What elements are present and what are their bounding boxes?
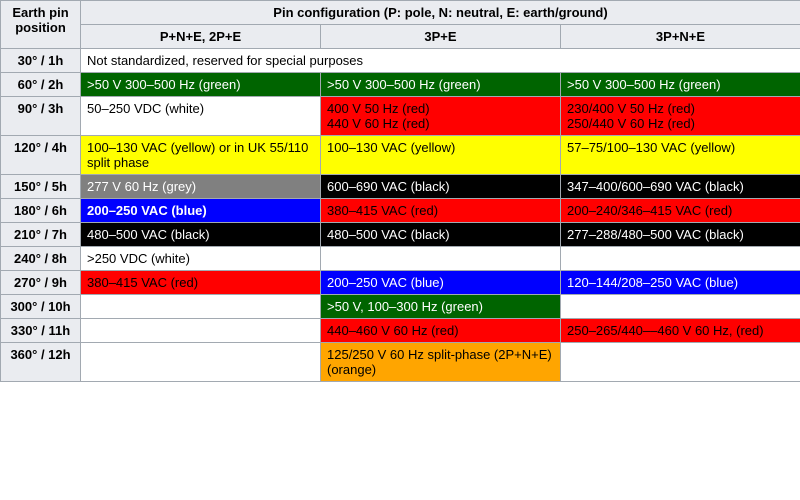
table-row: 300° / 10h >50 V, 100–300 Hz (green) bbox=[1, 295, 800, 319]
row-position: 240° / 8h bbox=[1, 247, 81, 271]
header-row-1: Earth pin position Pin configuration (P:… bbox=[1, 1, 800, 25]
cell bbox=[81, 319, 321, 343]
cell bbox=[561, 343, 800, 382]
cell: 400 V 50 Hz (red)440 V 60 Hz (red) bbox=[321, 97, 561, 136]
row-position: 150° / 5h bbox=[1, 175, 81, 199]
row-position: 360° / 12h bbox=[1, 343, 81, 382]
header-col-1: P+N+E, 2P+E bbox=[81, 25, 321, 49]
table-row: 240° / 8h>250 VDC (white) bbox=[1, 247, 800, 271]
cell: >50 V, 100–300 Hz (green) bbox=[321, 295, 561, 319]
table-row: 180° / 6h200–250 VAC (blue)380–415 VAC (… bbox=[1, 199, 800, 223]
cell: 50–250 VDC (white) bbox=[81, 97, 321, 136]
cell: 250–265/440––460 V 60 Hz, (red) bbox=[561, 319, 800, 343]
cell: 380–415 VAC (red) bbox=[321, 199, 561, 223]
cell: 200–240/346–415 VAC (red) bbox=[561, 199, 800, 223]
table-row: 120° / 4h100–130 VAC (yellow) or in UK 5… bbox=[1, 136, 800, 175]
cell: 277 V 60 Hz (grey) bbox=[81, 175, 321, 199]
table-row: 270° / 9h380–415 VAC (red)200–250 VAC (b… bbox=[1, 271, 800, 295]
row-position: 60° / 2h bbox=[1, 73, 81, 97]
table-row: 360° / 12h 125/250 V 60 Hz split-phase (2… bbox=[1, 343, 800, 382]
cell: >50 V 300–500 Hz (green) bbox=[321, 73, 561, 97]
row-position: 120° / 4h bbox=[1, 136, 81, 175]
cell bbox=[81, 295, 321, 319]
cell: 200–250 VAC (blue) bbox=[321, 271, 561, 295]
row-position: 270° / 9h bbox=[1, 271, 81, 295]
cell: 100–130 VAC (yellow) bbox=[321, 136, 561, 175]
cell bbox=[81, 343, 321, 382]
cell: 200–250 VAC (blue) bbox=[81, 199, 321, 223]
cell: 230/400 V 50 Hz (red)250/440 V 60 Hz (re… bbox=[561, 97, 800, 136]
cell: 347–400/600–690 VAC (black) bbox=[561, 175, 800, 199]
header-row-2: P+N+E, 2P+E 3P+E 3P+N+E bbox=[1, 25, 800, 49]
row-position: 90° / 3h bbox=[1, 97, 81, 136]
cell bbox=[561, 295, 800, 319]
table-row: 30° / 1hNot standardized, reserved for s… bbox=[1, 49, 800, 73]
table-row: 90° / 3h50–250 VDC (white)400 V 50 Hz (r… bbox=[1, 97, 800, 136]
cell bbox=[561, 247, 800, 271]
cell: 600–690 VAC (black) bbox=[321, 175, 561, 199]
table-row: 330° / 11h 440–460 V 60 Hz (red)250–265/4… bbox=[1, 319, 800, 343]
header-earth-pin-position: Earth pin position bbox=[1, 1, 81, 49]
cell bbox=[321, 247, 561, 271]
cell: 125/250 V 60 Hz split-phase (2P+N+E) (or… bbox=[321, 343, 561, 382]
cell: 100–130 VAC (yellow) or in UK 55/110 spl… bbox=[81, 136, 321, 175]
cell: Not standardized, reserved for special p… bbox=[81, 49, 800, 73]
row-position: 30° / 1h bbox=[1, 49, 81, 73]
cell: 480–500 VAC (black) bbox=[81, 223, 321, 247]
row-position: 210° / 7h bbox=[1, 223, 81, 247]
pin-configuration-table: Earth pin position Pin configuration (P:… bbox=[0, 0, 800, 382]
cell: 380–415 VAC (red) bbox=[81, 271, 321, 295]
table-row: 60° / 2h>50 V 300–500 Hz (green)>50 V 30… bbox=[1, 73, 800, 97]
header-col-3: 3P+N+E bbox=[561, 25, 800, 49]
cell: >50 V 300–500 Hz (green) bbox=[81, 73, 321, 97]
table-row: 210° / 7h480–500 VAC (black)480–500 VAC … bbox=[1, 223, 800, 247]
table-row: 150° / 5h277 V 60 Hz (grey)600–690 VAC (… bbox=[1, 175, 800, 199]
table-body: 30° / 1hNot standardized, reserved for s… bbox=[1, 49, 800, 382]
header-pin-configuration: Pin configuration (P: pole, N: neutral, … bbox=[81, 1, 800, 25]
cell: >250 VDC (white) bbox=[81, 247, 321, 271]
cell: 120–144/208–250 VAC (blue) bbox=[561, 271, 800, 295]
row-position: 330° / 11h bbox=[1, 319, 81, 343]
cell: 440–460 V 60 Hz (red) bbox=[321, 319, 561, 343]
cell: 480–500 VAC (black) bbox=[321, 223, 561, 247]
cell: >50 V 300–500 Hz (green) bbox=[561, 73, 800, 97]
row-position: 180° / 6h bbox=[1, 199, 81, 223]
cell: 277–288/480–500 VAC (black) bbox=[561, 223, 800, 247]
header-col-2: 3P+E bbox=[321, 25, 561, 49]
cell: 57–75/100–130 VAC (yellow) bbox=[561, 136, 800, 175]
row-position: 300° / 10h bbox=[1, 295, 81, 319]
